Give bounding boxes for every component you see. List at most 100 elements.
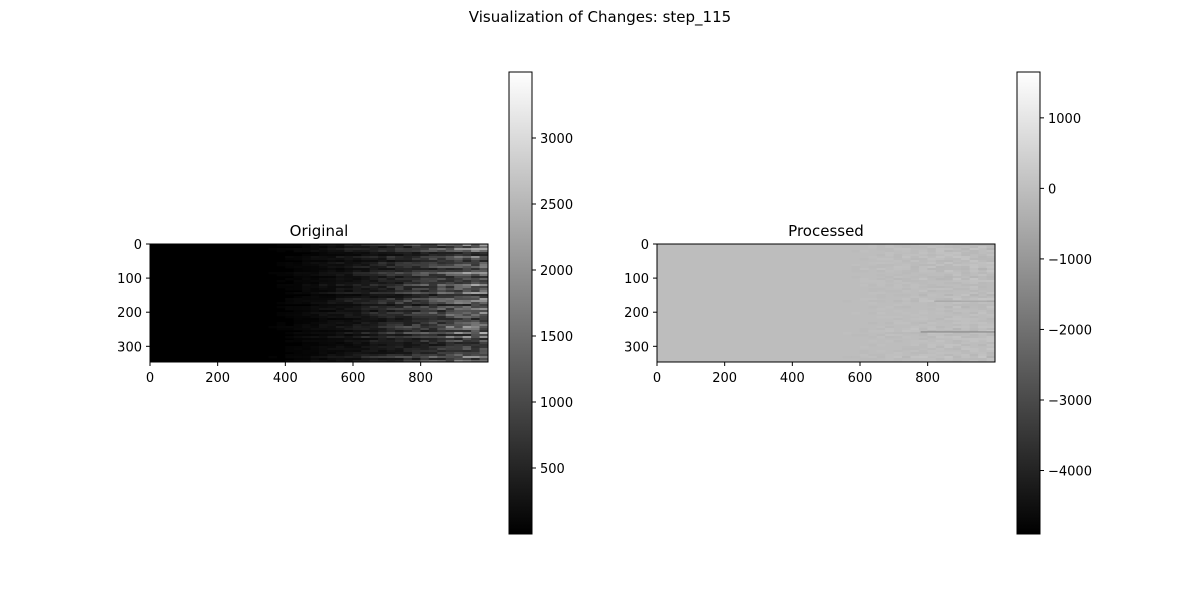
heatmap-cell [978, 272, 987, 275]
heatmap-cell [961, 348, 971, 351]
heatmap-cell [411, 304, 421, 307]
heatmap-cell [969, 358, 979, 361]
heatmap-cell [411, 352, 421, 355]
heatmap-cell [445, 260, 455, 263]
heatmap-cell [479, 352, 489, 355]
heatmap-cell [969, 332, 979, 335]
heatmap-cell [428, 276, 438, 279]
heatmap-cell [428, 264, 438, 267]
colorbar-tick-label: 2000 [540, 264, 573, 279]
heatmap-cell [344, 320, 354, 323]
heatmap-cell [961, 272, 971, 275]
heatmap-cell [378, 326, 387, 329]
heatmap-cell [302, 344, 311, 347]
heatmap-cell [285, 264, 295, 267]
heatmap-cell [952, 256, 962, 259]
heatmap-cell [893, 310, 903, 313]
heatmap-cell [386, 304, 396, 307]
heatmap-cell [428, 356, 438, 359]
heatmap-cell [944, 268, 954, 271]
heatmap-cell [352, 260, 362, 263]
heatmap-cell [310, 244, 320, 247]
heatmap-cell [319, 354, 328, 357]
heatmap-cell [361, 270, 371, 273]
heatmap-cell [335, 306, 345, 309]
heatmap-cell [986, 258, 996, 261]
heatmap-cell [302, 280, 311, 283]
heatmap-cell [327, 330, 337, 333]
heatmap-cell [403, 346, 413, 349]
heatmap-cell [319, 290, 328, 293]
heatmap-cell [462, 328, 472, 331]
heatmap-cell [471, 332, 480, 335]
heatmap-cell [859, 278, 869, 281]
heatmap-cell [969, 270, 979, 273]
heatmap-cell [344, 296, 354, 299]
heatmap-cell [902, 244, 911, 247]
heatmap-cell [285, 332, 295, 335]
heatmap-cell [479, 266, 489, 269]
heatmap-cell [935, 250, 945, 253]
heatmap-cell [352, 296, 362, 299]
heatmap-cell [969, 298, 979, 301]
heatmap-cell [319, 282, 328, 285]
heatmap-cell [462, 304, 472, 307]
heatmap-cell [310, 332, 320, 335]
heatmap-cell [378, 342, 387, 345]
chart-title: Original [290, 222, 349, 240]
heatmap-cell [276, 262, 286, 265]
heatmap-cell [361, 334, 371, 337]
heatmap-cell [344, 310, 354, 313]
heatmap-cell [445, 298, 455, 301]
heatmap-cell [352, 328, 362, 331]
heatmap-cell [462, 354, 472, 357]
heatmap-cell [369, 334, 379, 337]
heatmap-cell [302, 266, 311, 269]
heatmap-cell [462, 318, 472, 321]
heatmap-cell [386, 284, 396, 287]
heatmap-cell [310, 356, 320, 359]
heatmap-cell [395, 314, 404, 317]
heatmap-cell [876, 330, 886, 333]
heatmap-cell [437, 246, 447, 249]
heatmap-cell [471, 266, 480, 269]
heatmap-cell [859, 280, 869, 283]
heatmap-cell [310, 290, 320, 293]
heatmap-cell [310, 300, 320, 303]
heatmap-cell [386, 286, 396, 289]
heatmap-cell [462, 344, 472, 347]
x-axis: 0 200 400 600 800 [146, 362, 433, 386]
heatmap-cell [403, 336, 413, 339]
heatmap-cell [876, 254, 886, 257]
heatmap-cell [352, 246, 362, 249]
heatmap-cell [386, 292, 396, 295]
heatmap-cell [462, 326, 472, 329]
heatmap-cell [369, 316, 379, 319]
heatmap-cell [944, 254, 954, 257]
heatmap-cell [420, 344, 430, 347]
heatmap-cell [910, 328, 920, 331]
heatmap-cell [961, 248, 971, 251]
heatmap-cell [285, 292, 295, 295]
heatmap-cell [310, 302, 320, 305]
heatmap-cell [978, 286, 987, 289]
heatmap-cell [935, 302, 945, 305]
heatmap-cell [944, 358, 954, 361]
heatmap-cell [471, 312, 480, 315]
heatmap-cell [352, 276, 362, 279]
heatmap-cell [479, 262, 489, 265]
heatmap-cell [952, 274, 962, 277]
heatmap-cell [369, 350, 379, 353]
heatmap-cell [986, 350, 996, 353]
heatmap-cell [876, 294, 886, 297]
heatmap-cell [361, 252, 371, 255]
heatmap-cell [420, 280, 430, 283]
heatmap-cell [335, 340, 345, 343]
heatmap-cell [918, 352, 928, 355]
heatmap-cell [851, 264, 861, 267]
heatmap-cell [910, 352, 920, 355]
colorbar-tick-label: −4000 [1048, 465, 1092, 480]
heatmap-cell [361, 332, 371, 335]
heatmap-cell [445, 256, 455, 259]
